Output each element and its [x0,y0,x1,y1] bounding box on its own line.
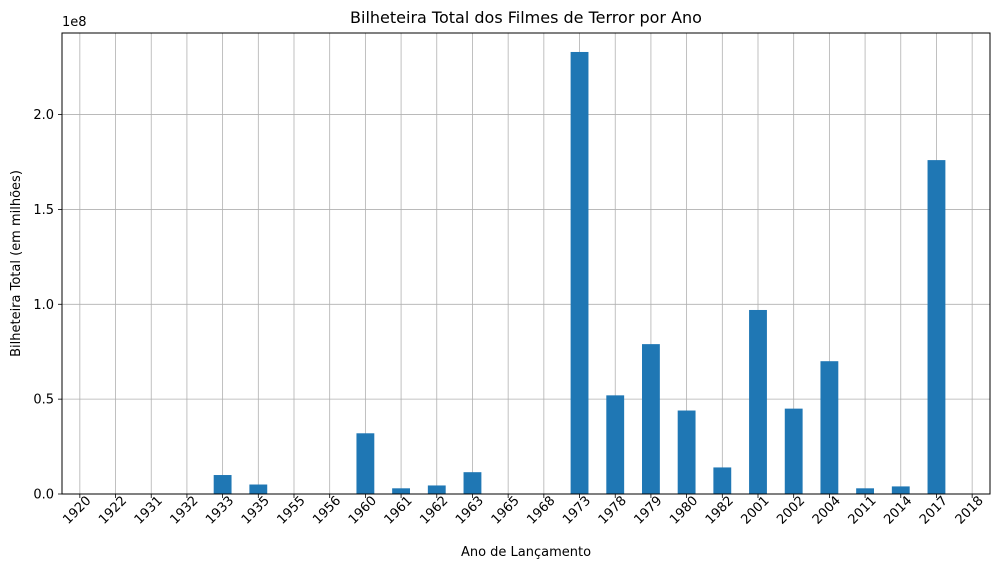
bar-1979 [642,344,660,494]
x-tick-label: 2011 [846,494,880,528]
x-tick-label: 1973 [560,494,594,528]
x-tick-label: 1960 [346,494,380,528]
y-tick-label: 0.5 [33,393,54,408]
bar-2002 [784,408,803,494]
x-tick-label: 1965 [489,494,523,528]
x-tick-label: 1935 [239,494,273,528]
y-axis-offset-label: 1e8 [62,15,87,30]
x-tick-label: 2014 [881,494,915,528]
y-tick-label: 1.5 [33,203,54,218]
x-tick-label: 1978 [596,494,630,528]
x-tick-label: 1931 [132,494,166,528]
y-axis-title: Bilheteira Total (em milhões) [9,170,24,357]
x-tick-label: 2018 [953,494,987,528]
bar-1978 [606,395,625,494]
x-tick-label: 2001 [739,494,773,528]
bars [213,51,946,495]
x-tick-label: 1961 [382,494,416,528]
y-tick-label: 2.0 [33,108,54,123]
bar-1962 [427,485,446,494]
y-axis-ticks: 0.0 0.5 1.0 1.5 2.0 [33,108,62,503]
x-tick-label: 1979 [631,494,665,528]
bar-2001 [749,309,767,494]
x-tick-label: 2002 [774,494,808,528]
bar-1933 [213,475,232,494]
x-tick-label: 1955 [275,494,309,528]
x-tick-label: 1932 [167,494,201,528]
y-tick-label: 1.0 [33,298,54,313]
x-tick-label: 1982 [703,494,737,528]
x-axis-title: Ano de Lançamento [461,545,591,560]
bar-2011 [856,488,874,494]
x-tick-label: 1980 [667,494,701,528]
bar-1961 [392,488,410,494]
x-tick-label: 1922 [96,494,130,528]
x-tick-label: 1956 [310,494,344,528]
x-tick-label: 2017 [917,494,951,528]
bar-1935 [249,484,268,494]
chart-title: Bilheteira Total dos Filmes de Terror po… [350,8,702,27]
x-tick-label: 2004 [810,494,844,528]
bar-1960 [356,433,375,494]
x-tick-label: 1963 [453,494,487,528]
bar-1973 [570,51,589,495]
x-tick-label: 1962 [417,494,451,528]
x-tick-label: 1968 [524,494,558,528]
x-axis-ticks: 1920 1922 1931 1932 1933 1935 1955 1956 1960 1961… [60,494,986,528]
bar-2004 [820,361,839,494]
bar-1982 [713,467,732,494]
plot-frame [61,32,991,495]
bar-2014 [891,486,910,494]
bar-2017 [927,160,946,494]
bar-1980 [677,410,696,494]
x-tick-label: 1920 [60,494,94,528]
bar-1963 [463,472,482,494]
x-tick-label: 1933 [203,494,237,528]
y-tick-label: 0.0 [33,488,54,503]
grid [62,33,990,495]
